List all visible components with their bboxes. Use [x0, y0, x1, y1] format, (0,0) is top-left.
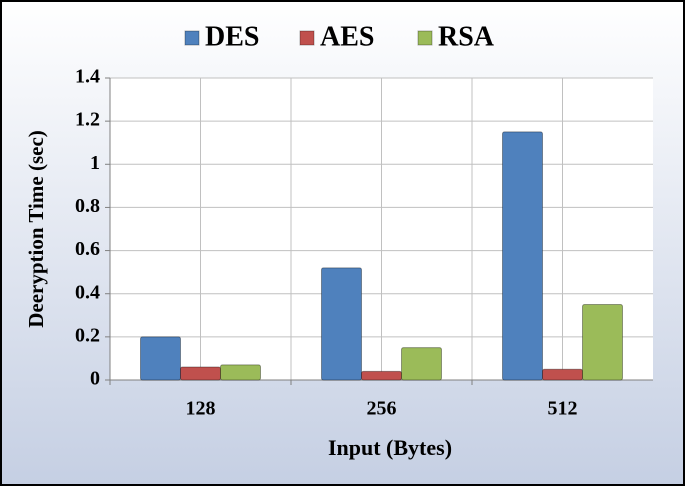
legend-label: RSA — [438, 21, 495, 52]
y-tick-label: 0.6 — [75, 238, 100, 260]
y-tick-label: 0.4 — [75, 281, 100, 303]
y-tick-label: 0.2 — [75, 324, 100, 346]
bar — [140, 336, 181, 381]
bar — [401, 347, 442, 381]
x-tick-label: 128 — [186, 398, 216, 420]
legend-label: DES — [205, 21, 259, 52]
x-tick-label: 256 — [367, 398, 397, 420]
bar — [321, 267, 362, 381]
y-tick-label: 1 — [90, 152, 100, 174]
y-axis-title: Deeryption Time (sec) — [24, 130, 48, 328]
y-tick-label: 0 — [90, 368, 100, 390]
y-tick-label: 1.2 — [75, 109, 100, 131]
y-tick-label: 1.4 — [75, 66, 100, 88]
y-tick-label: 0.8 — [75, 195, 100, 217]
legend-swatch — [184, 30, 200, 46]
legend-label: AES — [320, 21, 374, 52]
bar — [180, 366, 221, 381]
bar — [361, 370, 402, 381]
legend-swatch — [417, 30, 433, 46]
legend-swatch — [299, 30, 315, 46]
x-axis-title: Input (Bytes) — [328, 435, 452, 460]
bar — [220, 364, 261, 381]
bar — [502, 131, 543, 381]
bar — [582, 304, 623, 381]
bar — [542, 368, 583, 381]
x-tick-label: 512 — [548, 398, 578, 420]
